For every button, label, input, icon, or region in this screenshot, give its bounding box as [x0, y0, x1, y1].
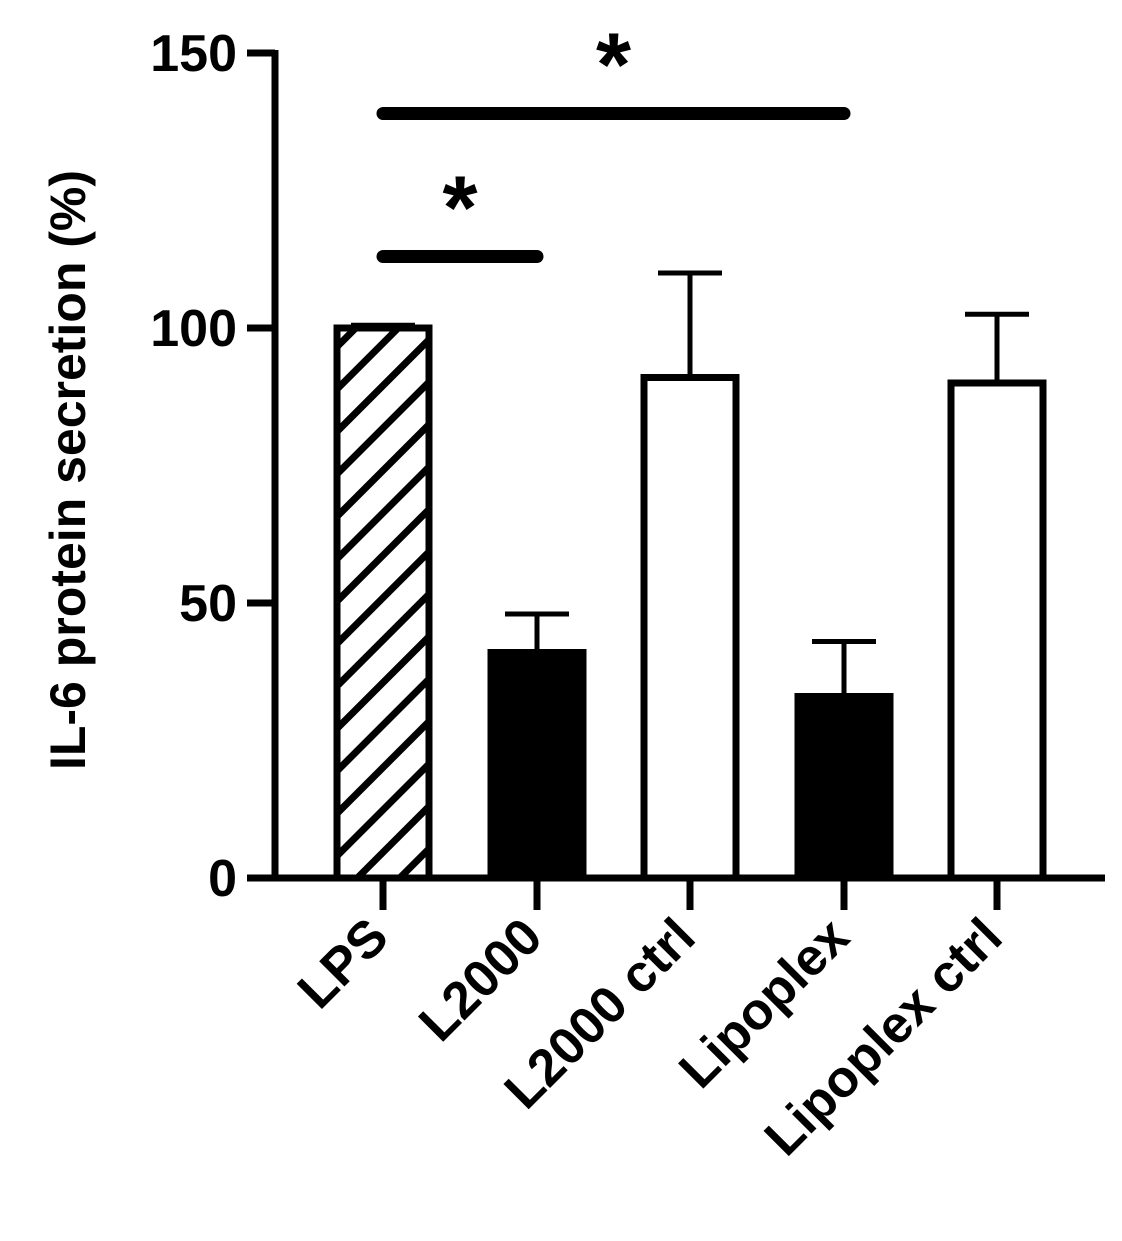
- bar: [794, 693, 894, 882]
- y-axis-label: IL-6 protein secretion (%): [40, 170, 96, 770]
- y-tick-label: 0: [208, 850, 237, 908]
- y-tick-label: 50: [179, 575, 237, 633]
- bar: [487, 649, 587, 882]
- x-tick-label: LPS: [287, 907, 400, 1020]
- significance-marker: *: [596, 16, 631, 116]
- bar: [333, 324, 433, 882]
- bar: [947, 379, 1047, 882]
- y-tick-label: 150: [150, 25, 237, 83]
- y-tick-label: 100: [150, 300, 237, 358]
- x-tick-label: L2000: [408, 907, 553, 1052]
- bar: [640, 374, 740, 882]
- significance-marker: *: [442, 159, 477, 259]
